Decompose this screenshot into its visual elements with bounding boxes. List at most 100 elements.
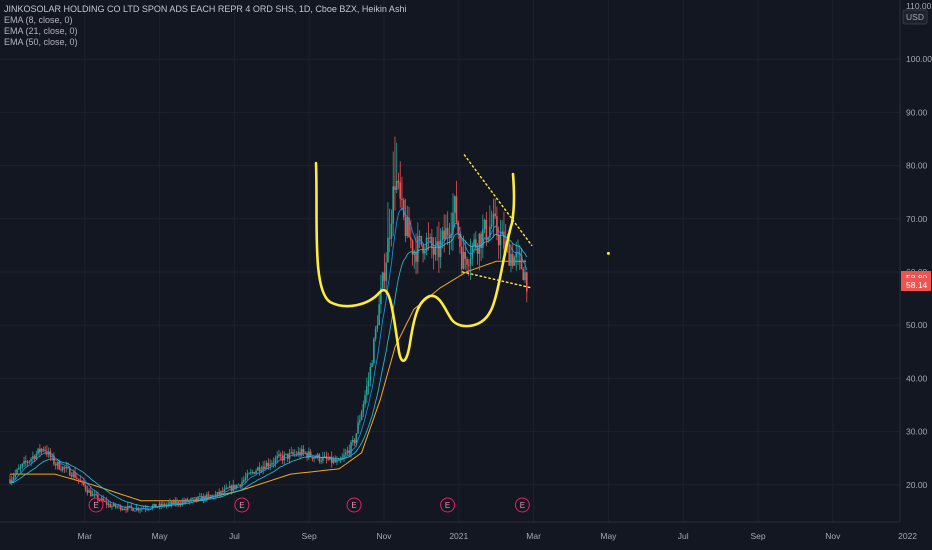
earnings-marker: E bbox=[88, 497, 104, 513]
candle-body bbox=[25, 461, 27, 463]
candle-body bbox=[35, 453, 38, 460]
candle-body bbox=[265, 462, 268, 469]
candle-body bbox=[279, 454, 282, 457]
candle-body bbox=[480, 233, 482, 248]
candle-body bbox=[522, 269, 525, 280]
candle-body bbox=[193, 497, 196, 499]
candle-body bbox=[67, 466, 69, 468]
chart-grid bbox=[0, 0, 909, 522]
candle-body bbox=[459, 233, 461, 247]
candle-body bbox=[327, 458, 329, 460]
candle-body bbox=[218, 492, 220, 495]
candle-body bbox=[134, 510, 136, 512]
candle-body bbox=[499, 234, 502, 246]
candle-body bbox=[455, 196, 458, 223]
candle-body bbox=[190, 498, 192, 501]
candle-body bbox=[95, 494, 97, 496]
price-tick-label: 100.00 bbox=[906, 54, 932, 64]
candle-body bbox=[146, 508, 148, 510]
candle-body bbox=[262, 466, 264, 471]
legend-ema-8[interactable]: EMA (8, close, 0) bbox=[4, 15, 73, 25]
price-tick-label: 80.00 bbox=[906, 161, 928, 171]
time-tick-label: Jul bbox=[678, 531, 689, 541]
candle-body bbox=[228, 485, 231, 489]
candle-body bbox=[381, 272, 384, 288]
candle-body bbox=[346, 450, 349, 453]
candle-body bbox=[83, 481, 85, 486]
candle-body bbox=[353, 439, 356, 444]
candle-body bbox=[464, 251, 467, 259]
candle-body bbox=[496, 216, 498, 236]
candle-body bbox=[297, 451, 300, 456]
candle-body bbox=[483, 219, 486, 230]
candle-body bbox=[424, 251, 426, 254]
candle-body bbox=[30, 458, 32, 462]
candle-body bbox=[292, 452, 294, 455]
candle-body bbox=[199, 495, 201, 497]
candle-body bbox=[251, 472, 254, 474]
candle-body bbox=[53, 455, 55, 465]
time-tick-label: 2022 bbox=[898, 531, 917, 541]
candle-body bbox=[487, 237, 489, 241]
candle-body bbox=[39, 448, 41, 453]
candle-body bbox=[448, 234, 451, 238]
candle-body bbox=[44, 449, 46, 452]
candle-body bbox=[225, 487, 228, 489]
candle-body bbox=[427, 237, 430, 239]
candle-body bbox=[417, 236, 419, 262]
candle-body bbox=[246, 473, 249, 478]
earnings-marker: E bbox=[346, 497, 362, 513]
candle-body bbox=[116, 506, 119, 508]
candle-body bbox=[167, 503, 170, 505]
candle-body bbox=[132, 507, 134, 512]
candle-body bbox=[466, 258, 468, 265]
candle-body bbox=[401, 198, 403, 201]
candle-body bbox=[98, 500, 101, 502]
candle-body bbox=[184, 499, 187, 503]
candle-body bbox=[364, 395, 366, 405]
candle-body bbox=[413, 252, 416, 255]
price-tag-label: 58.14 bbox=[906, 280, 928, 290]
candle-body bbox=[81, 480, 83, 482]
candle-body bbox=[65, 466, 68, 469]
candle-body bbox=[248, 473, 250, 475]
candle-body bbox=[482, 229, 484, 248]
drawings-layer bbox=[314, 154, 610, 363]
candle-body bbox=[88, 490, 90, 493]
candle-body bbox=[478, 233, 481, 254]
candle-body bbox=[128, 505, 131, 507]
candle-body bbox=[12, 476, 15, 480]
lower-trendline bbox=[461, 271, 533, 289]
candle-body bbox=[28, 461, 31, 463]
candle-body bbox=[336, 460, 338, 463]
candle-body bbox=[158, 503, 161, 507]
time-tick-label: Mar bbox=[526, 531, 541, 541]
candle-body bbox=[70, 475, 73, 477]
time-axis[interactable]: Mar May Jul Sep Nov 2021 Mar May Jul Sep Nov 2022 bbox=[0, 521, 917, 541]
candle-body bbox=[37, 448, 39, 454]
candle-body bbox=[126, 505, 129, 511]
candle-body bbox=[318, 454, 321, 462]
candle-body bbox=[75, 477, 78, 479]
candle-body bbox=[104, 500, 106, 502]
candle-body bbox=[155, 503, 157, 508]
candle-body bbox=[360, 412, 363, 420]
candle-body bbox=[14, 473, 17, 477]
candle-body bbox=[402, 200, 405, 218]
candle-body bbox=[438, 241, 440, 258]
candle-body bbox=[255, 470, 257, 474]
candle-body bbox=[102, 498, 104, 501]
candle-body bbox=[216, 492, 219, 495]
legend-ema-21[interactable]: EMA (21, close, 0) bbox=[4, 26, 78, 36]
price-tick-label: 30.00 bbox=[906, 427, 928, 437]
candle-body bbox=[322, 456, 324, 461]
legend-ema-50[interactable]: EMA (50, close, 0) bbox=[4, 37, 78, 47]
candle-body bbox=[33, 456, 36, 460]
candle-body bbox=[197, 496, 199, 500]
candle-body bbox=[457, 222, 460, 234]
candle-body bbox=[422, 244, 424, 254]
candle-body bbox=[290, 452, 293, 454]
price-axis[interactable]: 110.00USD20.0030.0040.0050.0060.0070.008… bbox=[899, 0, 932, 550]
candle-body bbox=[242, 479, 245, 482]
